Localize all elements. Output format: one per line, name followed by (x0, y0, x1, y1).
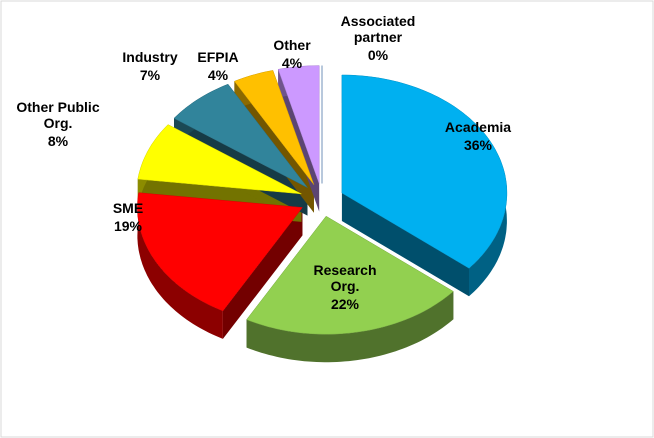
value-label: 22% (331, 296, 360, 312)
category-line: Other (273, 37, 311, 53)
slice (137, 124, 302, 195)
category-label: Research Org. (313, 262, 376, 294)
category-line: Research (313, 262, 376, 278)
value-label: 4% (282, 55, 303, 71)
category-line: EFPIA (197, 49, 238, 65)
slice (246, 215, 454, 335)
value-label: 36% (464, 137, 493, 153)
value-label: 7% (140, 67, 161, 83)
slice-wall (222, 207, 303, 339)
slice-label: EFPIA 4% (197, 49, 238, 83)
category-label: Other Public Org. (16, 99, 99, 131)
labels: Academia 36%Research Org. 22%SME 19%Other Pu… (16, 13, 511, 312)
slice-label: Academia 36% (445, 119, 511, 153)
category-label: Other (273, 37, 311, 53)
slice (277, 65, 320, 184)
slice-wall (341, 193, 469, 297)
category-line: partner (354, 29, 403, 45)
category-line: Org. (331, 278, 360, 294)
category-label: EFPIA (197, 49, 238, 65)
category-label: SME (113, 200, 143, 216)
category-line: Industry (122, 49, 177, 65)
slice (173, 83, 308, 188)
category-label: Industry (122, 49, 177, 65)
slice-label: Other Public Org. 8% (16, 99, 99, 149)
slice-label: Research Org. 22% (313, 262, 376, 312)
slice-label: SME 19% (113, 200, 143, 234)
slice-side (137, 192, 223, 339)
category-label: Academia (445, 119, 511, 135)
slice-label: Associated partner 0% (341, 13, 416, 63)
category-line: Associated (341, 13, 416, 29)
category-label: Associated partner (341, 13, 416, 45)
value-label: 19% (114, 218, 143, 234)
category-line: Academia (445, 119, 511, 135)
slice-label: Industry 7% (122, 49, 177, 83)
slice (341, 74, 508, 269)
category-line: Other Public (16, 99, 99, 115)
slice (233, 70, 315, 185)
pie-tops (137, 65, 508, 335)
value-label: 4% (208, 67, 229, 83)
slice (137, 192, 303, 312)
category-line: Org. (44, 115, 73, 131)
slice-label: Other 4% (273, 37, 311, 71)
category-line: SME (113, 200, 143, 216)
value-label: 8% (48, 133, 69, 149)
value-label: 0% (368, 47, 389, 63)
slice-side (246, 291, 454, 363)
